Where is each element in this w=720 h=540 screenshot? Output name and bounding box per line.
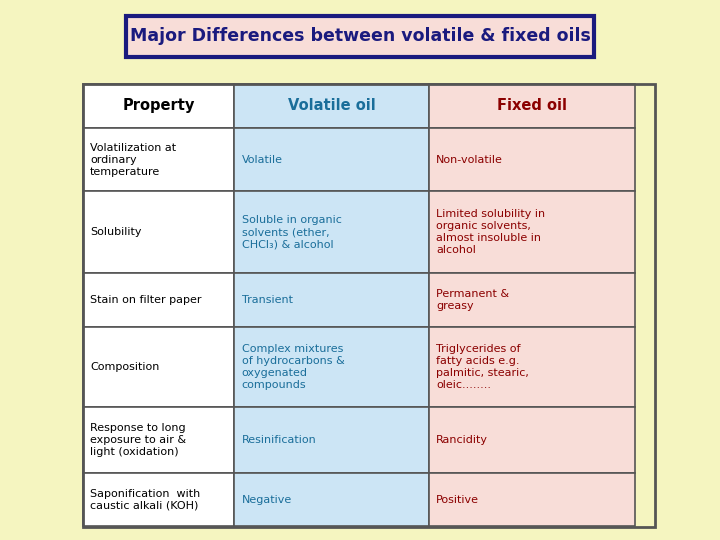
FancyBboxPatch shape: [235, 327, 429, 407]
FancyBboxPatch shape: [429, 472, 635, 526]
Text: Saponification  with
caustic alkali (KOH): Saponification with caustic alkali (KOH): [90, 489, 200, 510]
Text: Response to long
exposure to air &
light (oxidation): Response to long exposure to air & light…: [90, 423, 186, 457]
Text: Composition: Composition: [90, 362, 159, 372]
FancyBboxPatch shape: [429, 128, 635, 192]
FancyBboxPatch shape: [83, 128, 235, 192]
FancyBboxPatch shape: [83, 407, 235, 472]
Text: Major Differences between volatile & fixed oils: Major Differences between volatile & fix…: [130, 28, 590, 45]
FancyBboxPatch shape: [429, 327, 635, 407]
FancyBboxPatch shape: [429, 273, 635, 327]
FancyBboxPatch shape: [235, 192, 429, 273]
FancyBboxPatch shape: [126, 16, 594, 57]
FancyBboxPatch shape: [429, 407, 635, 472]
FancyBboxPatch shape: [235, 472, 429, 526]
Text: Transient: Transient: [242, 295, 293, 306]
Text: Triglycerides of
fatty acids e.g.
palmitic, stearic,
oleic........: Triglycerides of fatty acids e.g. palmit…: [436, 344, 529, 390]
Text: Positive: Positive: [436, 495, 480, 504]
FancyBboxPatch shape: [83, 192, 235, 273]
Text: Property: Property: [122, 98, 195, 113]
Text: Solubility: Solubility: [90, 227, 142, 238]
Text: Resinification: Resinification: [242, 435, 316, 445]
Text: Volatile oil: Volatile oil: [288, 98, 376, 113]
FancyBboxPatch shape: [429, 192, 635, 273]
FancyBboxPatch shape: [235, 273, 429, 327]
Text: Limited solubility in
organic solvents,
almost insoluble in
alcohol: Limited solubility in organic solvents, …: [436, 210, 546, 255]
FancyBboxPatch shape: [235, 84, 429, 128]
FancyBboxPatch shape: [83, 273, 235, 327]
Text: Volatile: Volatile: [242, 155, 283, 165]
FancyBboxPatch shape: [83, 327, 235, 407]
Text: Volatilization at
ordinary
temperature: Volatilization at ordinary temperature: [90, 143, 176, 177]
FancyBboxPatch shape: [83, 84, 235, 128]
Text: Complex mixtures
of hydrocarbons &
oxygenated
compounds: Complex mixtures of hydrocarbons & oxyge…: [242, 344, 344, 390]
Text: Stain on filter paper: Stain on filter paper: [90, 295, 202, 306]
FancyBboxPatch shape: [235, 128, 429, 192]
Text: Non-volatile: Non-volatile: [436, 155, 503, 165]
Text: Rancidity: Rancidity: [436, 435, 488, 445]
Text: Fixed oil: Fixed oil: [497, 98, 567, 113]
FancyBboxPatch shape: [235, 407, 429, 472]
FancyBboxPatch shape: [429, 84, 635, 128]
Text: Soluble in organic
solvents (ether,
CHCl₃) & alcohol: Soluble in organic solvents (ether, CHCl…: [242, 215, 341, 249]
Text: Permanent &
greasy: Permanent & greasy: [436, 289, 510, 312]
Text: Negative: Negative: [242, 495, 292, 504]
FancyBboxPatch shape: [83, 472, 235, 526]
